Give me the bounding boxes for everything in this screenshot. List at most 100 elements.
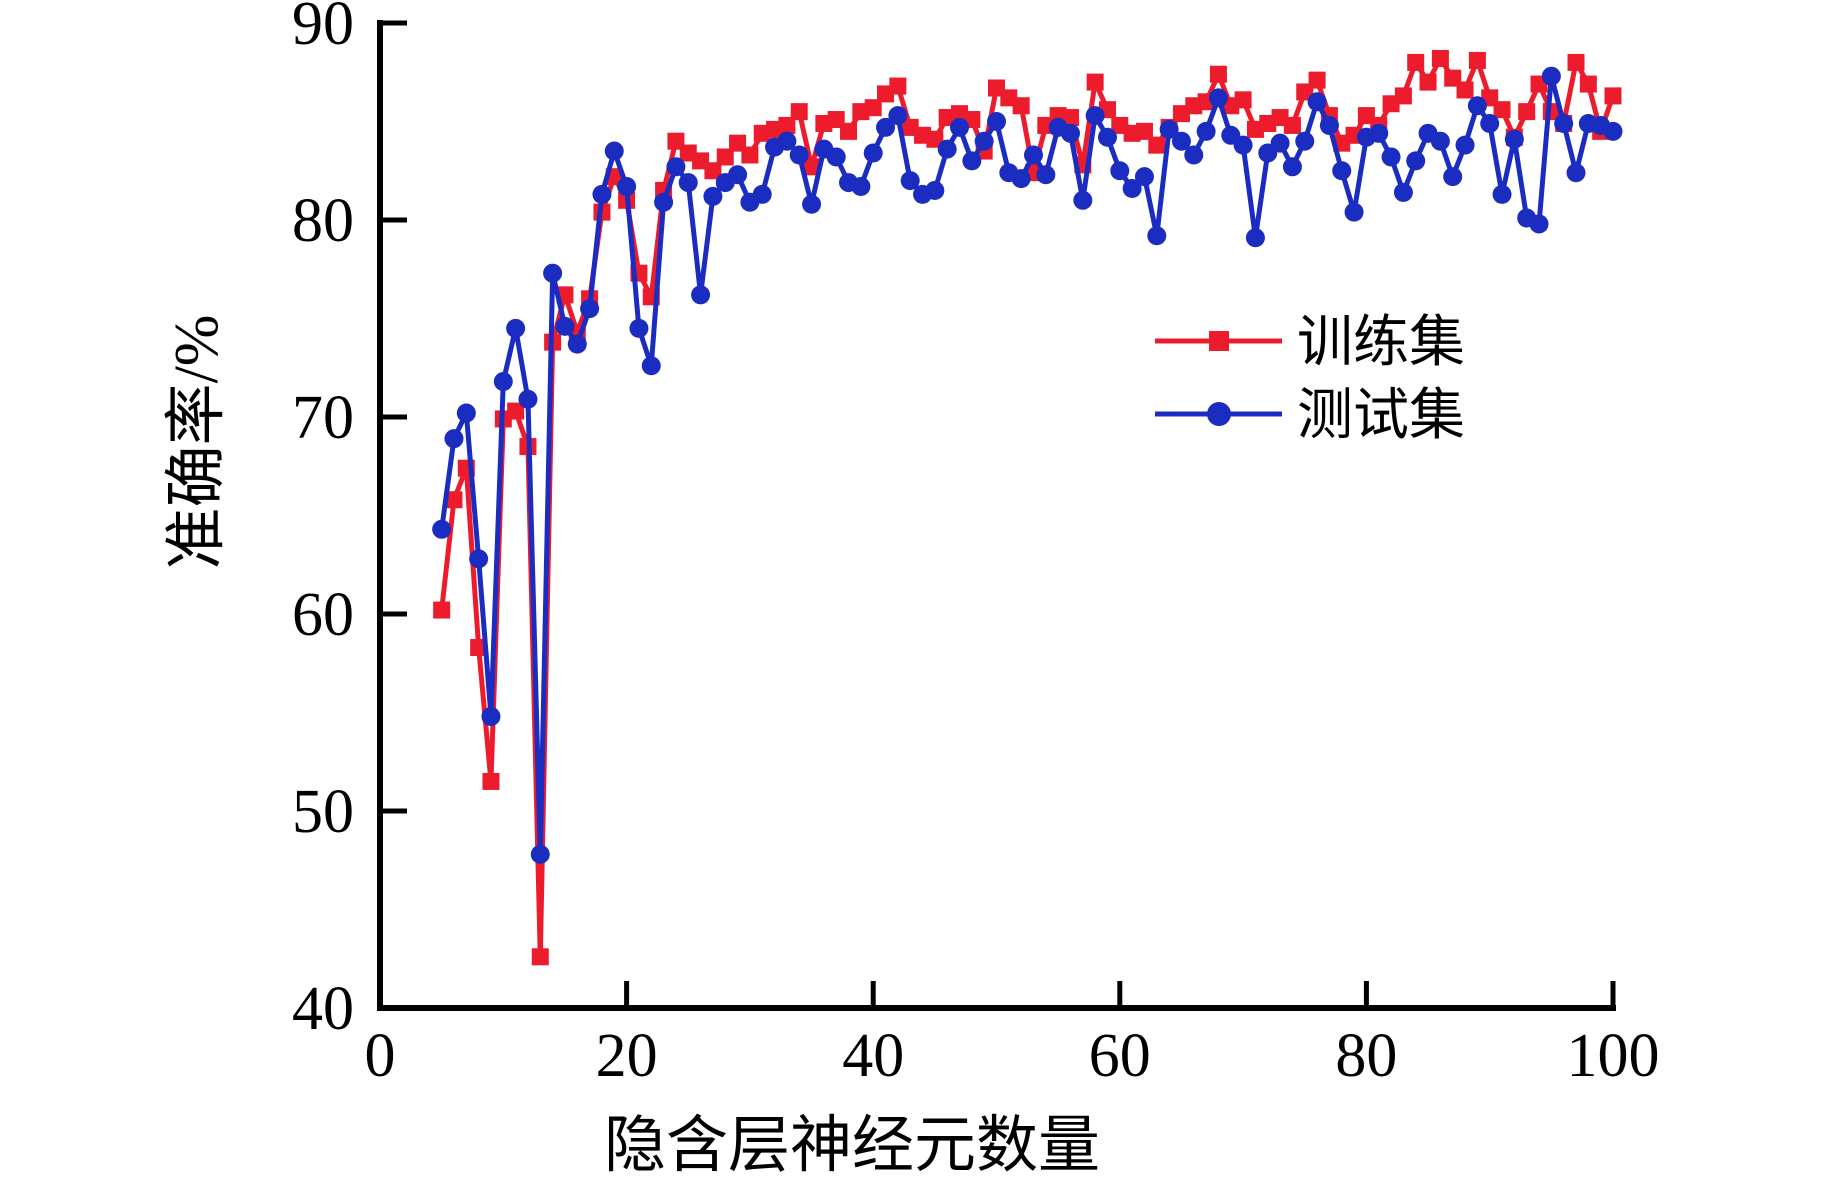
series-1-point-marker [863,143,883,163]
series-1-point-marker [691,285,711,305]
series-1-point-marker [1319,115,1339,135]
series-0-point-marker [926,130,944,148]
y-tick-label-70: 70 [292,384,354,452]
series-1-point-marker [518,389,538,409]
series-1-point-marker [1245,228,1265,248]
series-1-point-marker [666,157,686,177]
series-0-point-marker [704,162,722,180]
series-1-point-marker [629,318,649,338]
series-1-point-marker [1011,169,1031,189]
series-1-point-marker [543,263,563,283]
y-tick-label-40: 40 [292,975,354,1043]
series-1-point-marker [1344,202,1364,222]
series-1-point-marker [641,356,661,376]
x-axis-title: 隐含层神经元数量 [604,1112,1100,1180]
series-1-point-marker [900,171,920,191]
legend-item-test: 测试集 [1155,385,1465,447]
series-1-point-marker [1455,135,1475,155]
series-1-point-marker [1171,131,1191,151]
series-1-point-marker [1159,119,1179,139]
series-1-point-marker [432,519,452,539]
series-0-point-marker [716,148,734,166]
series-0-point-marker [840,122,858,140]
y-axis-ticks: 40 50 60 70 80 90 [292,0,407,1043]
series-1-point-marker [1196,121,1216,141]
series-1-point-marker [1541,66,1561,86]
series-1-point-marker [888,106,908,126]
series-1-point-marker [1110,161,1130,181]
series-1-point-marker [1332,161,1352,181]
series-1-point-marker [974,131,994,151]
legend-train-label: 训练集 [1297,312,1465,374]
series-1-point-marker [1566,163,1586,183]
legend-test-circle-marker [1207,402,1231,426]
x-tick-label-40: 40 [842,1022,904,1090]
series-0-point-marker [803,158,821,176]
series-1-point-marker [1443,167,1463,187]
series-0-point-marker [741,146,759,164]
series-0-point-marker [1135,122,1153,140]
y-axis-title: 准确率/% [163,315,231,570]
series-1-point-marker [481,706,501,726]
series-0-point-marker [1394,87,1412,105]
series-1-point-marker [1603,121,1623,141]
x-tick-label-20: 20 [596,1022,658,1090]
series-1-point-marker [617,177,637,197]
series-0-point-marker [1283,116,1301,134]
x-tick-label-80: 80 [1335,1022,1397,1090]
series-1-point-marker [962,151,982,171]
series-0-point-marker [864,99,882,117]
series-0-point-marker [1308,71,1326,89]
series-0-point-marker [445,491,463,509]
series-1-point-marker [925,180,945,200]
series-0-point-marker [1456,81,1474,99]
series-1-point-marker [777,131,797,151]
series-line-1 [439,73,1615,857]
series-1-point-marker [1147,226,1167,246]
legend-test-label: 测试集 [1297,385,1465,447]
series-1-point-marker [1554,113,1574,133]
series-1-point-marker [876,117,896,137]
series-1-point-marker [1480,113,1500,133]
series-0-point-marker [790,103,808,121]
series-1-point-marker [456,403,476,423]
series-1-point-marker [1504,129,1524,149]
series-0-point-marker [889,77,907,95]
series-0-point-marker [1148,136,1166,154]
series-1-point-marker [1369,123,1389,143]
series-1-point-marker [1184,145,1204,165]
series-1-point-marker [530,844,550,864]
series-1-point-marker [1307,92,1327,112]
series-1-point-marker [789,145,809,165]
series-1-point-marker [1023,145,1043,165]
series-0-point-marker [482,772,500,790]
series-1-point-marker [1270,133,1290,153]
x-tick-label-100: 100 [1567,1022,1660,1090]
series-1-point-marker [567,334,587,354]
series-1-point-marker [728,165,748,185]
legend-train-square-marker [1209,331,1229,351]
series-0-point-marker [1604,87,1622,105]
series-0-point-marker [1234,91,1252,109]
series-0-point-marker [1468,51,1486,69]
series-0-point-marker [1086,73,1104,91]
series-line-0 [439,55,1616,960]
x-tick-label-60: 60 [1089,1022,1151,1090]
y-tick-label-60: 60 [292,581,354,649]
series-1-point-marker [1085,106,1105,126]
y-tick-label-90: 90 [292,0,354,58]
series-0-point-marker [433,601,451,619]
series-1-point-marker [506,318,526,338]
series-1-point-marker [1393,182,1413,202]
legend: 训练集 测试集 [1155,312,1465,447]
series-1-point-marker [1529,214,1549,234]
series-0-point-marker [1579,75,1597,93]
legend-item-train: 训练集 [1155,312,1465,374]
series-1-point-marker [1430,131,1450,151]
series-1-point-marker [1134,167,1154,187]
series-1-point-marker [604,141,624,161]
series-1-point-marker [1295,131,1315,151]
series-1-point-marker [1208,88,1228,108]
series-0-point-marker [1407,53,1425,71]
